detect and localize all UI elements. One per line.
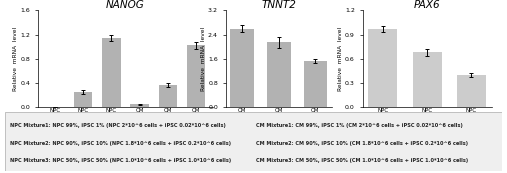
Bar bbox=[267, 42, 291, 107]
Text: CM Mixture3: CM 50%, iPSC 50% (CM 1.0*10^6 cells + iPSC 1.0*10^6 cells): CM Mixture3: CM 50%, iPSC 50% (CM 1.0*10… bbox=[256, 158, 468, 163]
Title: PAX6: PAX6 bbox=[414, 0, 441, 10]
Y-axis label: Relative  mRNA  level: Relative mRNA level bbox=[201, 27, 206, 91]
Text: NPC Mixture1: NPC 99%, iPSC 1% (NPC 2*10^6 cells + iPSC 0.02*10^6 cells): NPC Mixture1: NPC 99%, iPSC 1% (NPC 2*10… bbox=[10, 123, 226, 128]
Bar bbox=[369, 29, 397, 107]
Bar bbox=[304, 61, 327, 107]
Text: CM Mixture1: CM 99%, iPSC 1% (CM 2*10^6 cells + iPSC 0.02*10^6 cells): CM Mixture1: CM 99%, iPSC 1% (CM 2*10^6 … bbox=[256, 123, 463, 128]
Bar bbox=[231, 29, 254, 107]
Bar bbox=[187, 45, 205, 107]
Bar bbox=[102, 38, 121, 107]
Bar bbox=[130, 104, 149, 107]
Text: NPC Mixture3: NPC 50%, iPSC 50% (NPC 1.0*10^6 cells + iPSC 1.0*10^6 cells): NPC Mixture3: NPC 50%, iPSC 50% (NPC 1.0… bbox=[10, 158, 231, 163]
Text: CM Mixture2: CM 90%, iPSC 10% (CM 1.8*10^6 cells + iPSC 0.2*10^6 cells): CM Mixture2: CM 90%, iPSC 10% (CM 1.8*10… bbox=[256, 141, 468, 146]
Bar bbox=[457, 75, 486, 107]
Title: TNNT2: TNNT2 bbox=[262, 0, 296, 10]
Title: NANOG: NANOG bbox=[106, 0, 145, 10]
Y-axis label: Relative  mRNA  level: Relative mRNA level bbox=[13, 27, 18, 91]
Bar bbox=[413, 52, 442, 107]
Bar bbox=[159, 85, 177, 107]
Bar bbox=[74, 92, 92, 107]
Text: NPC Mixture2: NPC 90%, iPSC 10% (NPC 1.8*10^6 cells + iPSC 0.2*10^6 cells): NPC Mixture2: NPC 90%, iPSC 10% (NPC 1.8… bbox=[10, 141, 231, 146]
FancyBboxPatch shape bbox=[5, 112, 502, 171]
Y-axis label: Relative  mRNA  level: Relative mRNA level bbox=[338, 27, 343, 91]
